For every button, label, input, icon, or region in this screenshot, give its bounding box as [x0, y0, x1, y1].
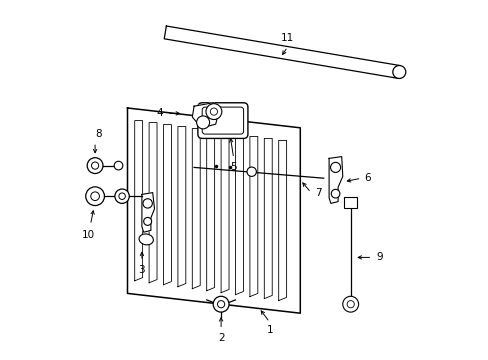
Text: 8: 8	[95, 129, 102, 139]
Circle shape	[210, 108, 217, 115]
Polygon shape	[149, 122, 157, 283]
Circle shape	[143, 217, 151, 225]
Polygon shape	[134, 121, 142, 281]
Bar	[344, 197, 356, 208]
Circle shape	[213, 296, 228, 312]
Text: 5: 5	[230, 162, 237, 172]
Circle shape	[142, 199, 152, 208]
Circle shape	[196, 116, 209, 129]
Polygon shape	[142, 193, 154, 232]
FancyBboxPatch shape	[202, 107, 243, 134]
Circle shape	[246, 167, 256, 176]
Polygon shape	[192, 103, 219, 128]
Circle shape	[85, 187, 104, 206]
Circle shape	[330, 162, 340, 172]
Circle shape	[205, 104, 222, 120]
Circle shape	[392, 66, 405, 78]
Polygon shape	[163, 125, 171, 285]
Polygon shape	[192, 129, 200, 289]
Polygon shape	[178, 127, 185, 287]
Circle shape	[87, 158, 103, 174]
Polygon shape	[221, 132, 228, 293]
Text: 11: 11	[281, 33, 294, 43]
Circle shape	[115, 189, 129, 203]
Circle shape	[114, 161, 122, 170]
Circle shape	[342, 296, 358, 312]
Text: 6: 6	[364, 173, 370, 183]
Ellipse shape	[139, 234, 153, 245]
Polygon shape	[328, 157, 342, 203]
Polygon shape	[278, 140, 286, 301]
Polygon shape	[249, 136, 257, 297]
Circle shape	[91, 192, 99, 201]
Text: 2: 2	[217, 333, 224, 343]
Polygon shape	[164, 26, 400, 78]
Polygon shape	[206, 131, 214, 291]
Circle shape	[217, 301, 224, 308]
Text: 7: 7	[314, 188, 321, 198]
Text: 10: 10	[82, 230, 95, 240]
Circle shape	[119, 193, 125, 199]
Polygon shape	[235, 134, 243, 294]
Circle shape	[346, 301, 354, 308]
Text: 9: 9	[375, 252, 382, 262]
Text: 4: 4	[156, 108, 163, 118]
FancyBboxPatch shape	[198, 103, 247, 138]
Text: 1: 1	[266, 325, 272, 335]
Polygon shape	[127, 108, 300, 313]
Polygon shape	[264, 139, 272, 299]
Circle shape	[330, 189, 339, 198]
Text: 3: 3	[138, 265, 145, 275]
Circle shape	[91, 162, 99, 169]
